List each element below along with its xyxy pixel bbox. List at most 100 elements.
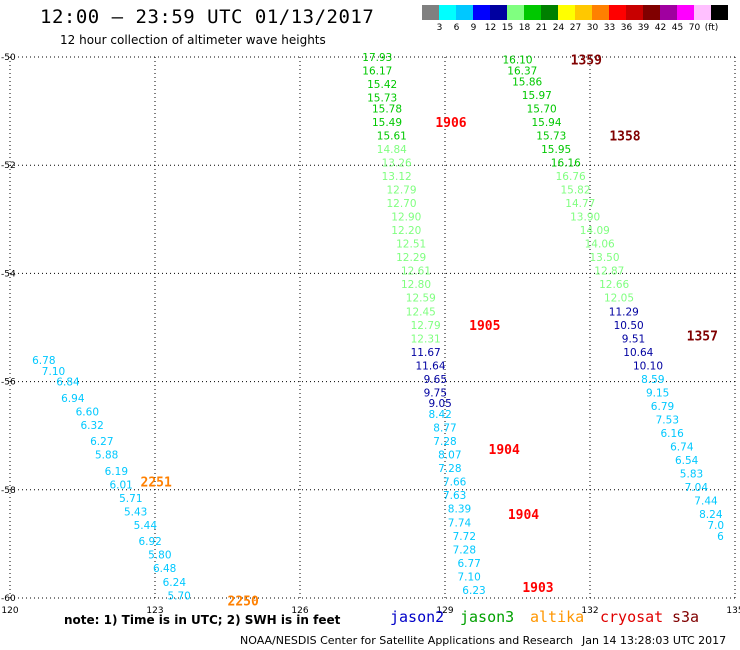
x-tick-label: 132 <box>581 606 598 616</box>
legend-label: 27 <box>569 23 582 33</box>
swh-data-point: 7.04 <box>685 482 709 494</box>
swh-data-point: 15.94 <box>531 117 561 129</box>
swh-data-point: 8.42 <box>428 409 451 421</box>
swh-data-point: 12.87 <box>594 266 624 278</box>
swh-data-point: 14.84 <box>377 144 407 156</box>
swh-data-point: 5.88 <box>95 450 118 462</box>
swh-data-point: 5.70 <box>167 590 190 602</box>
swh-data-point: 15.82 <box>560 185 590 197</box>
swh-data-point: 12.80 <box>401 279 431 291</box>
legend-label: 24 <box>552 23 565 33</box>
y-tick-label: -58 <box>1 486 16 496</box>
swh-data-point: 5.80 <box>148 550 171 562</box>
timestamp: Jan 14 13:28:03 UTC 2017 <box>582 634 727 647</box>
swh-data-point: 9.15 <box>646 387 669 399</box>
legend-label: 45 <box>671 23 684 33</box>
swh-data-point: 6.16 <box>660 428 684 440</box>
swh-data-point: 13.50 <box>589 252 619 264</box>
swh-data-point: 5.83 <box>680 469 703 481</box>
legend-label: 18 <box>518 23 531 33</box>
swh-data-point: 16.17 <box>362 66 392 78</box>
swh-data-point: 7.28 <box>453 544 476 556</box>
legend-label: 15 <box>501 23 514 33</box>
x-tick-label: 120 <box>1 606 18 616</box>
swh-data-point: 12.20 <box>391 225 421 237</box>
swh-data-point: 9.51 <box>622 333 645 345</box>
legend-swatch <box>422 5 439 20</box>
swh-data-point: 14.09 <box>580 225 610 237</box>
swh-data-point: 7.72 <box>453 531 476 543</box>
legend-swatch <box>575 5 592 20</box>
swh-data-point: 8.39 <box>448 504 471 516</box>
legend-label: 9 <box>470 23 477 33</box>
y-tick-label: -60 <box>1 594 16 604</box>
swh-data-point: 7.63 <box>443 490 466 502</box>
swh-data-point: 12.90 <box>391 212 421 224</box>
swh-data-point: 12.45 <box>406 306 436 318</box>
swh-data-point: 15.97 <box>522 90 552 102</box>
swh-data-point: 8.59 <box>641 374 664 386</box>
swh-data-point: 15.78 <box>372 103 402 115</box>
swh-data-point: 8.07 <box>438 450 461 462</box>
time-label: 1359 <box>571 54 602 69</box>
swh-data-point: 10.10 <box>633 360 663 372</box>
satellite-jason3-label: jason3 <box>460 608 515 626</box>
chart-subtitle: 12 hour collection of altimeter wave hei… <box>60 33 326 47</box>
swh-data-point: 10.50 <box>614 320 644 332</box>
swh-data-point: 10.64 <box>623 347 653 359</box>
swh-data-point: 16.16 <box>551 157 581 169</box>
y-tick-label: -50 <box>1 53 16 63</box>
swh-data-point: 6.92 <box>138 536 161 548</box>
swh-data-point: 6.74 <box>670 442 694 454</box>
x-tick-label: 135 <box>726 606 740 616</box>
swh-data-point: 12.61 <box>401 266 431 278</box>
swh-data-point: 8.24 <box>699 509 723 521</box>
legend-swatch <box>677 5 694 20</box>
time-label: 1358 <box>609 129 640 144</box>
time-label: 1904 <box>508 508 539 523</box>
swh-data-point: 15.95 <box>541 144 571 156</box>
legend-label: 12 <box>484 23 497 33</box>
legend-label: (ft) <box>704 23 719 33</box>
swh-data-point: 5.44 <box>134 520 158 532</box>
legend-label: 70 <box>688 23 701 33</box>
swh-data-point: 6.79 <box>651 401 674 413</box>
swh-data-point: 15.73 <box>536 130 566 142</box>
swh-data-point: 14.77 <box>565 198 595 210</box>
swh-data-point: 11.29 <box>609 306 639 318</box>
legend-swatch <box>626 5 643 20</box>
swh-data-point: 7.28 <box>438 463 461 475</box>
swh-data-point: 16.37 <box>507 66 537 78</box>
satellite-cryosat-label: cryosat <box>600 608 664 626</box>
swh-data-point: 12.05 <box>604 293 634 305</box>
time-label: 2250 <box>228 595 259 610</box>
legend-swatch <box>643 5 660 20</box>
swh-data-point: 12.79 <box>386 185 416 197</box>
legend-swatch <box>439 5 456 20</box>
legend-label: 39 <box>637 23 650 33</box>
swh-data-point: 7.66 <box>443 477 467 489</box>
swh-data-point: 7.44 <box>694 496 718 508</box>
swh-data-point: 16.76 <box>556 171 586 183</box>
legend-label: 3 <box>436 23 443 33</box>
color-legend <box>422 5 728 20</box>
legend-swatch <box>660 5 677 20</box>
time-label: 1904 <box>489 443 520 458</box>
swh-data-point: 7.74 <box>448 517 472 529</box>
swh-data-point: 6.94 <box>61 393 85 405</box>
swh-data-point: 16.10 <box>502 55 532 67</box>
swh-data-point: 5.43 <box>124 506 147 518</box>
swh-data-point: 7.10 <box>42 366 65 378</box>
time-label: 1905 <box>469 319 500 334</box>
swh-data-point: 13.26 <box>382 157 412 169</box>
swh-data-point: 15.49 <box>372 117 402 129</box>
chart-title: 12:00 — 23:59 UTC 01/13/2017 <box>40 6 375 28</box>
legend-swatch <box>490 5 507 20</box>
swh-data-point: 15.70 <box>527 103 557 115</box>
legend-swatch <box>592 5 609 20</box>
color-legend-labels: 3 6 9 12 15 18 21 24 27 30 33 36 39 42 45 70 (ft) <box>422 23 740 35</box>
swh-data-point: 12.66 <box>599 279 629 291</box>
x-tick-label: 123 <box>146 606 163 616</box>
legend-swatch <box>473 5 490 20</box>
